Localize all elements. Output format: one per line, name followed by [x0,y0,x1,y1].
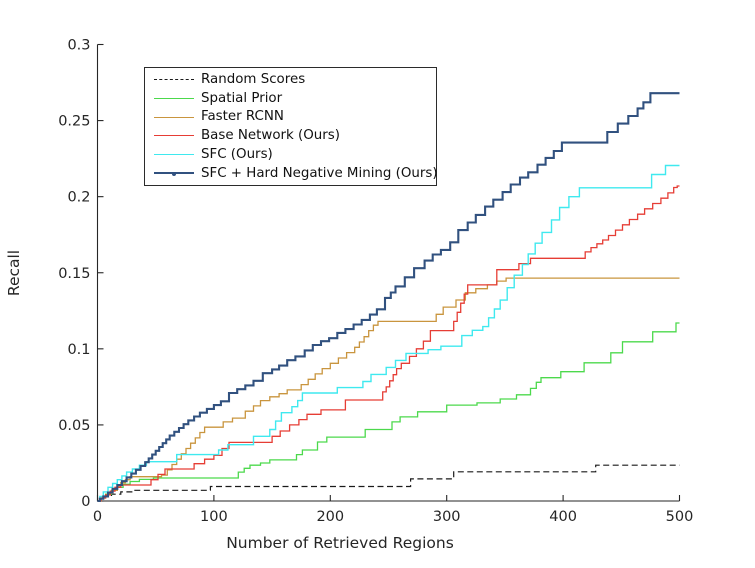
series-line-sfc-hard-negative-mining-ours [97,92,680,503]
series-line-spatial-prior [97,322,680,502]
series-line-base-network-ours [97,185,680,502]
legend-label-sfc-ours: SFC (Ours) [201,146,273,162]
legend-label-random-scores: Random Scores [201,72,306,87]
legend-box: Random Scores Spatial Prior Faster RCNN Bas… [144,67,438,186]
y-tick-label: 0.15 [58,266,90,282]
legend-item-base-network-ours: Base Network (Ours) [145,127,436,145]
legend-line-sample-faster-rcnn [154,116,194,118]
legend-marker-dot [172,172,176,177]
x-axis-label: Number of Retrieved Regions [226,534,454,552]
series-line-faster-rcnn [97,277,680,502]
legend-item-spatial-prior: Spatial Prior [145,89,436,107]
legend-item-sfc-hard-negative-mining-ours: SFC + Hard Negative Mining (Ours) [145,164,438,182]
x-tick-label: 400 [549,509,577,525]
y-tick-label: 0.25 [58,114,90,130]
y-tick-label: 0.05 [58,418,90,434]
legend-line-sample-random-scores [154,79,194,81]
series-line-random-scores [97,464,680,502]
legend-line-sample-spatial-prior [154,97,194,99]
legend-label-sfc-hard-negative-mining-ours: SFC + Hard Negative Mining (Ours) [201,165,438,181]
y-tick-label: 0.3 [67,38,90,54]
x-tick-label: 0 [93,509,102,525]
series-line-sfc-ours [97,164,680,502]
y-tick-label: 0 [81,494,90,510]
legend-line-sample-sfc-ours [154,154,194,156]
legend-item-random-scores: Random Scores [145,71,436,89]
x-tick-label: 500 [666,509,694,525]
y-axis-label: Recall [5,249,23,297]
legend-line-sample-base-network-ours [154,135,194,137]
legend-item-sfc-ours: SFC (Ours) [145,146,436,164]
y-tick-label: 0.2 [67,190,90,206]
x-tick-label: 200 [316,509,344,525]
legend-item-faster-rcnn: Faster RCNN [145,108,436,126]
legend-label-faster-rcnn: Faster RCNN [201,109,284,125]
x-tick-label: 300 [433,509,461,525]
y-tick-label: 0.1 [67,342,90,358]
x-tick-label: 100 [200,509,228,525]
legend-line-sample-sfc-hard-negative-mining-ours [154,172,194,177]
legend-label-spatial-prior: Spatial Prior [201,90,283,106]
legend-label-base-network-ours: Base Network (Ours) [201,128,340,144]
